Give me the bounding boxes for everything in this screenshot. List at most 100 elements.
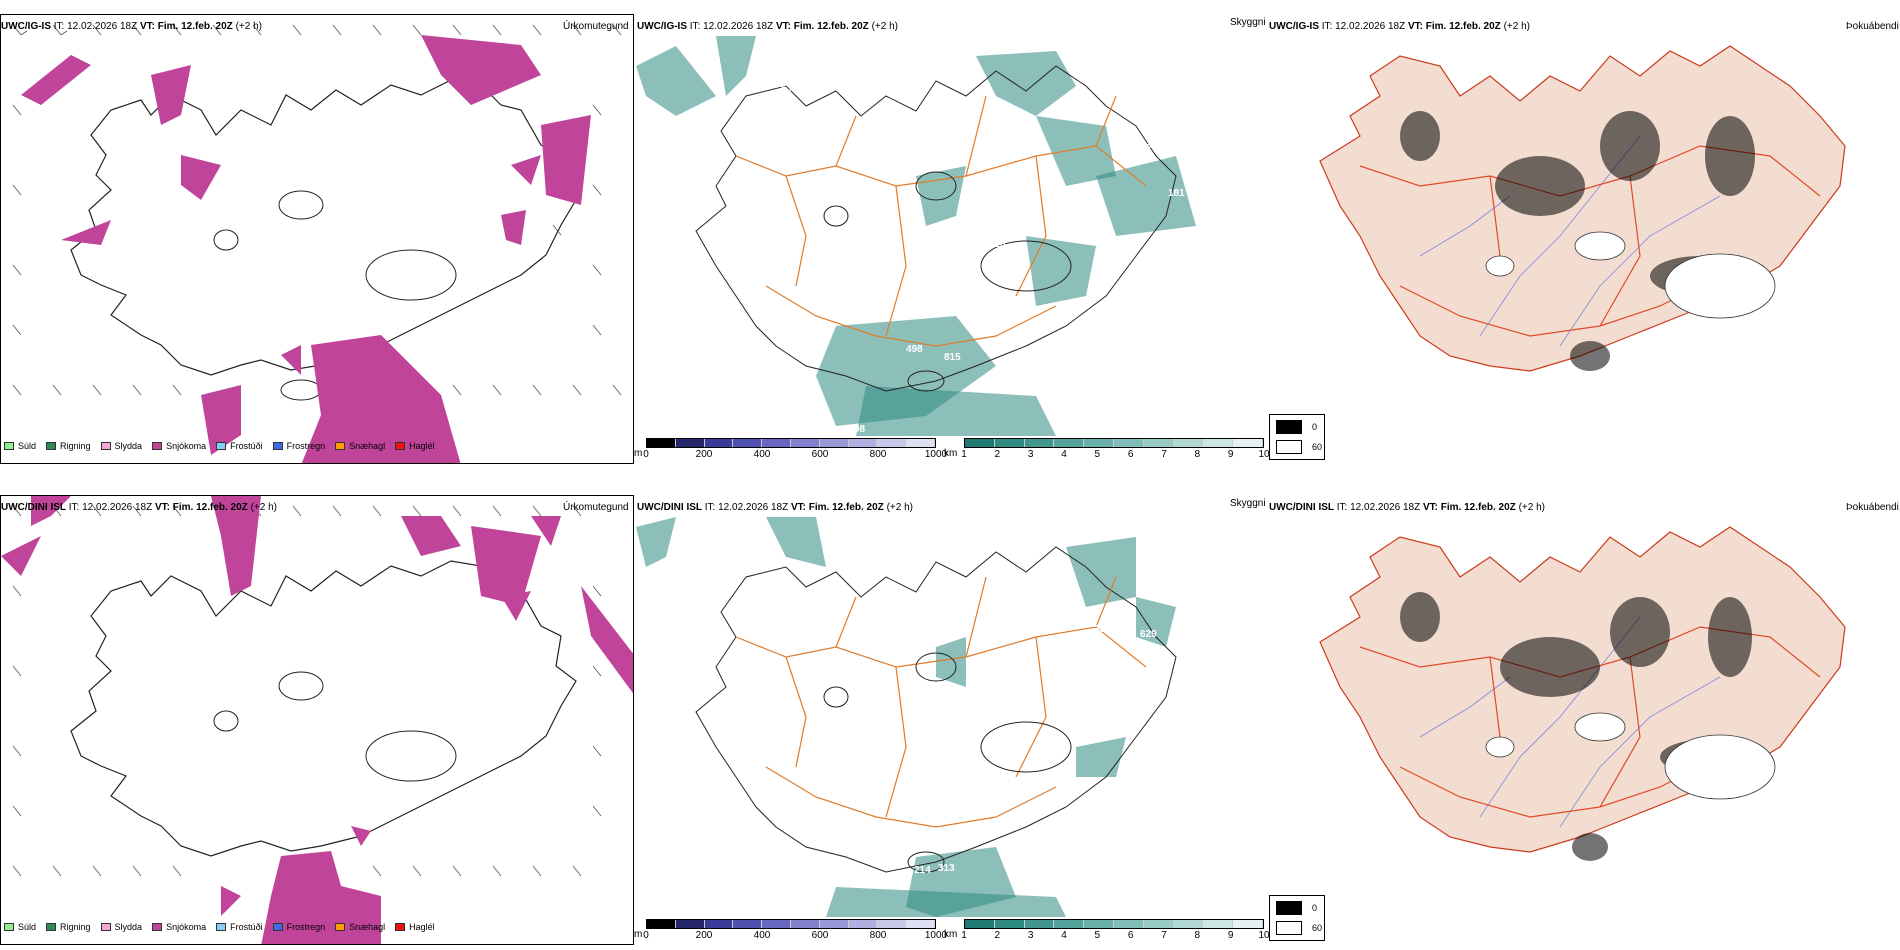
precip-map-row2	[1, 496, 633, 944]
precip-legend-swatch	[100, 923, 111, 931]
precip-legend-label: Súld	[18, 922, 37, 932]
label-elev: 815	[944, 352, 961, 363]
fog-legend-row1: 0 60	[1269, 414, 1325, 460]
precip-legend-label: Frostúði	[230, 922, 263, 932]
colorbar-tick-label: 9	[1227, 930, 1234, 941]
visibility-unit: km	[944, 929, 958, 940]
colorbar-tick-label: 1	[961, 930, 967, 941]
colorbar-tick-label: 7	[1161, 930, 1167, 941]
fog-legend-label: 0	[1312, 422, 1318, 432]
colorbar-tick-label: 1000	[924, 930, 948, 941]
precip-legend-item: Súld	[4, 922, 36, 932]
colorbar-tick-label: 600	[811, 930, 829, 941]
road-network	[735, 95, 1147, 347]
panel-title-precip-row1: Úrkomutegund	[563, 21, 629, 32]
precip-legend-item: Frostúði	[216, 441, 263, 451]
colorbar-tick-label: 6	[1127, 930, 1134, 941]
precip-legend-swatch	[335, 923, 346, 931]
label-elev: 333	[1094, 624, 1111, 635]
precip-legend-swatch	[335, 442, 346, 450]
colorbar-tick-label: 200	[695, 449, 713, 460]
label-elev: 181	[1168, 188, 1185, 199]
precip-legend-item: Súld	[4, 441, 36, 451]
colorbar-tick-label: 400	[753, 930, 771, 941]
precip-legend-label: Snæhagl	[349, 441, 386, 451]
colorbar-tick-label: 800	[869, 449, 887, 460]
panel-title-visibility-row2: Skyggni	[1230, 498, 1266, 509]
label-elev: 214	[914, 865, 931, 876]
precip-legend-item: Slydda	[100, 922, 143, 932]
panel-title-fog-row1: Þokuábendi	[1846, 21, 1899, 32]
visibility-colorbar-row1: km 1 2 3 4 5 6 7 8 9 10	[944, 438, 1270, 460]
visibility-map-row1: 535 49 37 181 818 498 815 98	[636, 36, 1196, 436]
precip-legend-swatch	[152, 442, 163, 450]
precip-legend-label: Snjókoma	[166, 441, 207, 451]
colorbar-tick-label: 8	[1194, 449, 1201, 460]
colorbar-tick-label: 4	[1061, 449, 1067, 460]
colorbar-tick-label: 200	[695, 930, 713, 941]
title-row2-fog: UWC/DINI ISL IT: 12.02.2026 18Z VT: Fim.…	[1269, 502, 1545, 513]
colorbar-tick-label: 5	[1094, 449, 1101, 460]
precip-legend-label: Rigning	[60, 922, 91, 932]
title-row1-precip: UWC/IG-IS IT: 12.02.2026 18Z VT: Fim. 12…	[1, 21, 262, 32]
fog-legend-row2: 0 60	[1269, 895, 1325, 941]
visibility-panel-row1: 535 49 37 181 818 498 815 98	[636, 36, 1266, 436]
visibility-unit: km	[944, 448, 958, 459]
precip-legend-swatch	[216, 923, 227, 931]
title-row1-fog: UWC/IG-IS IT: 12.02.2026 18Z VT: Fim. 12…	[1269, 21, 1530, 32]
elevation-colorbar-row1: m 0 200 400 600 800 1000	[634, 438, 947, 460]
elevation-unit: m	[634, 448, 643, 459]
colorbar-tick-label: 2	[994, 449, 1001, 460]
elevation-labels: 535 49 37 181 818 498 815 98	[781, 83, 1185, 435]
visibility-colorbar-row2: km 1 2 3 4 5 6 7 8 9 10	[944, 919, 1270, 941]
colorbar-tick-label: 2	[994, 930, 1001, 941]
precip-legend-swatch	[272, 442, 283, 450]
label-elev: 313	[938, 863, 955, 874]
fog-map-row2	[1319, 526, 1846, 861]
precip-legend-swatch	[395, 442, 406, 450]
precip-legend-label: Frostúði	[230, 441, 263, 451]
precip-legend-label: Slydda	[114, 922, 143, 932]
panel-title-visibility-row1: Skyggni	[1230, 17, 1266, 28]
colorbar-tick-label: 10	[1258, 930, 1270, 941]
precip-legend-item: Snæhagl	[335, 441, 385, 451]
precip-legend-label: Snjókoma	[166, 922, 207, 932]
colorbar-tick-label: 3	[1027, 449, 1034, 460]
precip-legend-swatch	[46, 923, 57, 931]
glacier-outlines	[1485, 712, 1776, 800]
precip-legend-label: Slydda	[114, 441, 143, 451]
elevation-labels: 333 629 214 313	[914, 624, 1157, 876]
fog-swatch	[1276, 420, 1302, 434]
panel-title-precip-row2: Úrkomutegund	[563, 502, 629, 513]
title-row2-visibility: UWC/DINI ISL IT: 12.02.2026 18Z VT: Fim.…	[637, 502, 913, 513]
precip-legend-item: Snjókoma	[152, 441, 206, 451]
precip-legend-item: Snæhagl	[335, 922, 385, 932]
precip-legend-label: Frostregn	[286, 441, 326, 451]
precip-legend-item: Haglél	[395, 922, 435, 932]
iceland-outline	[70, 79, 577, 376]
precip-legend-swatch	[152, 923, 163, 931]
precip-legend-item: Frostúði	[216, 922, 263, 932]
precip-legend-label: Frostregn	[286, 922, 326, 932]
precip-legend-item: Slydda	[100, 441, 143, 451]
fog-legend-label: 60	[1312, 923, 1323, 933]
title-row2-precip: UWC/DINI ISL IT: 12.02.2026 18Z VT: Fim.…	[1, 502, 277, 513]
glacier-outlines	[823, 652, 1072, 873]
fog-map-row1	[1319, 45, 1846, 372]
colorbar-tick-label: 600	[811, 449, 829, 460]
colorbar-tick-label: 0	[643, 449, 649, 460]
snow-areas	[1, 496, 633, 944]
precip-legend-swatch	[395, 923, 406, 931]
colorbar-tick-label: 10	[1258, 449, 1270, 460]
iceland-outline	[70, 560, 577, 857]
colorbar-tick-label: 4	[1061, 930, 1067, 941]
fog-legend-label: 60	[1312, 442, 1323, 452]
precip-legend-label: Rigning	[60, 441, 91, 451]
precip-panel-row2	[0, 495, 634, 945]
fog-panel-row1	[1300, 36, 1900, 466]
fog-panel-row2	[1300, 517, 1900, 947]
panel-title-fog-row2: Þokuábendi	[1846, 502, 1899, 513]
precip-map-row1	[12, 24, 622, 463]
glacier-outlines	[1485, 231, 1776, 319]
colorbar-tick-label: 6	[1127, 449, 1134, 460]
